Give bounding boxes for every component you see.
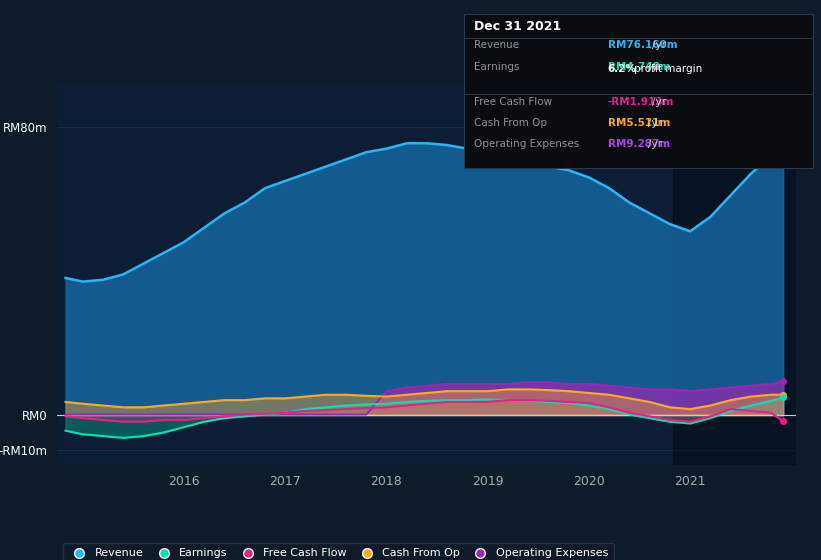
Text: RM9.287m: RM9.287m bbox=[608, 139, 670, 150]
Bar bbox=[673, 84, 796, 465]
Text: Revenue: Revenue bbox=[474, 40, 519, 50]
Text: Dec 31 2021: Dec 31 2021 bbox=[474, 20, 561, 32]
Text: -RM1.913m: -RM1.913m bbox=[608, 97, 674, 107]
Text: Free Cash Flow: Free Cash Flow bbox=[474, 97, 552, 107]
Text: Operating Expenses: Operating Expenses bbox=[474, 139, 579, 150]
Text: RM5.511m: RM5.511m bbox=[608, 118, 670, 128]
Text: profit margin: profit margin bbox=[634, 64, 702, 74]
Text: Earnings: Earnings bbox=[474, 62, 519, 72]
Text: RM4.748m: RM4.748m bbox=[608, 62, 670, 72]
Text: RM76.160m: RM76.160m bbox=[608, 40, 677, 50]
Text: 6.2%: 6.2% bbox=[608, 64, 636, 74]
Text: /yr: /yr bbox=[653, 40, 667, 50]
Legend: Revenue, Earnings, Free Cash Flow, Cash From Op, Operating Expenses: Revenue, Earnings, Free Cash Flow, Cash … bbox=[62, 543, 614, 560]
Text: Cash From Op: Cash From Op bbox=[474, 118, 547, 128]
Text: /yr: /yr bbox=[648, 62, 662, 72]
Text: /yr: /yr bbox=[653, 97, 667, 107]
Text: /yr: /yr bbox=[648, 139, 662, 150]
Text: /yr: /yr bbox=[648, 118, 662, 128]
